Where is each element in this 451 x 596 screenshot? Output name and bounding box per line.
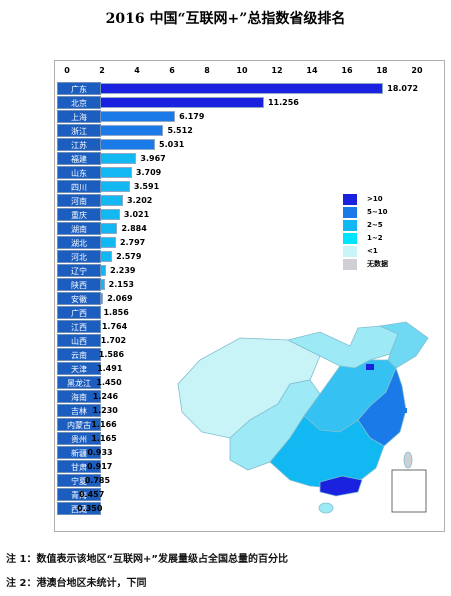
value-label: 2.579 — [116, 252, 142, 261]
map-beijing — [366, 364, 374, 370]
legend-label: 2~5 — [367, 221, 383, 229]
category-label: 河南 — [57, 194, 101, 207]
note-1: 注 1：数值表示该地区“互联网+”发展量级占全国总量的百分比 — [6, 554, 288, 565]
map-south — [269, 415, 385, 489]
x-tick-label: 0 — [64, 66, 70, 75]
legend-label: >10 — [367, 195, 383, 203]
map-northeast — [378, 321, 429, 369]
x-tick-label: 20 — [411, 66, 423, 75]
category-label: 黑龙江 — [57, 376, 101, 389]
x-tick-label: 2 — [99, 66, 105, 75]
value-label: 0.457 — [78, 490, 105, 499]
value-label: 0.785 — [84, 476, 111, 485]
map-taiwan — [403, 451, 413, 469]
category-label: 安徽 — [57, 292, 101, 305]
category-label: 浙江 — [57, 124, 101, 137]
category-label: 新疆 — [57, 446, 101, 459]
bar — [67, 83, 384, 94]
value-label: 1.246 — [92, 392, 119, 401]
x-tick-label: 8 — [204, 66, 210, 75]
category-label: 江苏 — [57, 138, 101, 151]
value-label: 1.165 — [91, 434, 117, 443]
x-tick-label: 16 — [341, 66, 353, 75]
category-label: 甘肃 — [57, 460, 101, 473]
x-tick-label: 4 — [134, 66, 140, 75]
category-label: 上海 — [57, 110, 101, 123]
value-label: 2.797 — [119, 238, 146, 247]
category-label: 山西 — [57, 334, 101, 347]
legend-swatch — [343, 246, 357, 257]
category-label: 福建 — [57, 152, 101, 165]
china-map — [177, 321, 429, 514]
legend-swatch — [343, 220, 357, 231]
legend-label: 无数据 — [367, 260, 388, 268]
value-label: 1.764 — [101, 322, 128, 331]
value-label: 2.239 — [110, 266, 136, 275]
value-label: 18.072 — [387, 84, 419, 93]
category-label: 湖南 — [57, 222, 101, 235]
legend-label: 5~10 — [367, 208, 388, 216]
x-tick-label: 14 — [306, 66, 318, 75]
category-label: 四川 — [57, 180, 101, 193]
value-label: 0.933 — [87, 448, 113, 457]
category-label: 广东 — [57, 82, 101, 95]
category-label: 陕西 — [57, 278, 101, 291]
category-label: 湖北 — [57, 236, 101, 249]
category-label: 青海 — [57, 488, 101, 501]
category-label: 宁夏 — [57, 474, 101, 487]
legend-label: 1~2 — [367, 234, 383, 242]
value-label: 1.450 — [96, 378, 122, 387]
x-tick-label: 10 — [236, 66, 248, 75]
legend-label: <1 — [367, 247, 378, 255]
legend-swatch — [343, 233, 357, 244]
value-label: 1.586 — [98, 350, 125, 359]
category-label: 内蒙古 — [57, 418, 101, 431]
value-label: 2.069 — [107, 294, 133, 303]
map-guangdong — [319, 475, 363, 497]
value-label: 3.967 — [140, 154, 166, 163]
value-label: 0.350 — [77, 504, 103, 513]
note-2: 注 2：港澳台地区未统计，下同 — [6, 578, 147, 589]
value-label: 11.256 — [267, 98, 299, 107]
south-sea-inset — [391, 469, 427, 513]
legend-swatch — [343, 194, 357, 205]
value-label: 6.179 — [179, 112, 205, 121]
value-label: 1.702 — [100, 336, 127, 345]
category-label: 天津 — [57, 362, 101, 375]
category-label: 吉林 — [57, 404, 101, 417]
category-label: 重庆 — [57, 208, 101, 221]
value-label: 5.512 — [167, 126, 193, 135]
category-label: 辽宁 — [57, 264, 101, 277]
category-label: 广西 — [57, 306, 101, 319]
value-label: 1.166 — [91, 420, 117, 429]
map-shanghai — [402, 408, 407, 413]
x-tick-label: 12 — [271, 66, 283, 75]
category-label: 海南 — [57, 390, 101, 403]
value-label: 0.917 — [87, 462, 113, 471]
category-label: 山东 — [57, 166, 101, 179]
x-tick-label: 6 — [169, 66, 175, 75]
category-label: 西藏 — [57, 502, 101, 515]
category-label: 贵州 — [57, 432, 101, 445]
map-hainan — [318, 502, 334, 514]
value-label: 1.491 — [97, 364, 123, 373]
value-label: 3.202 — [127, 196, 153, 205]
value-label: 1.230 — [92, 406, 118, 415]
value-label: 2.884 — [121, 224, 147, 233]
category-label: 江西 — [57, 320, 101, 333]
category-label: 云南 — [57, 348, 101, 361]
value-label: 3.709 — [135, 168, 162, 177]
value-label: 2.153 — [108, 280, 134, 289]
category-label: 北京 — [57, 96, 101, 109]
value-label: 5.031 — [159, 140, 185, 149]
legend-swatch — [343, 207, 357, 218]
value-label: 3.021 — [123, 210, 150, 219]
legend-swatch — [343, 259, 357, 270]
chart-title: 2016 中国“互联网+”总指数省级排名 — [105, 11, 346, 27]
x-tick-label: 18 — [376, 66, 388, 75]
category-label: 河北 — [57, 250, 101, 263]
value-label: 1.856 — [103, 308, 129, 317]
value-label: 3.591 — [133, 182, 160, 191]
